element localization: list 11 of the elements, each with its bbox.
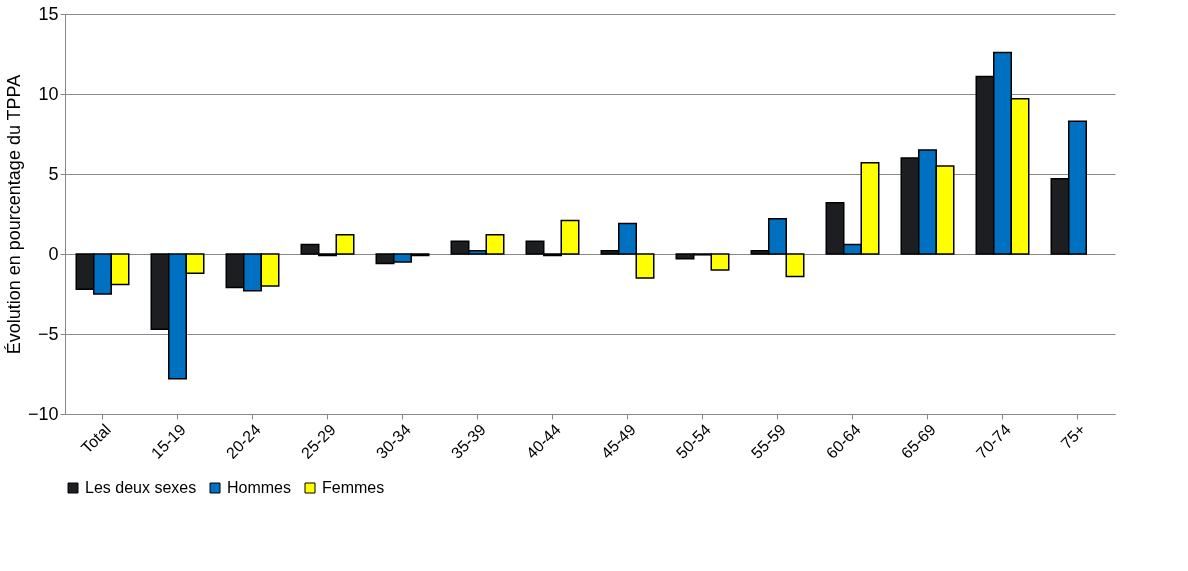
y-tick-label: −5 [37,323,59,344]
legend-label: Les deux sexes [85,479,197,496]
y-axis-title: Évolution en pourcentage du TPPA [3,74,24,355]
legend-label: Femmes [322,479,385,496]
legend-label: Hommes [227,479,292,496]
y-tick-label: 10 [38,83,59,104]
y-tick-label: −10 [27,403,59,424]
y-tick-label: 5 [48,163,59,184]
y-tick-label: 0 [48,243,59,264]
x-tick-label: 75+ [1057,420,1089,453]
y-tick-label: 15 [38,3,59,24]
